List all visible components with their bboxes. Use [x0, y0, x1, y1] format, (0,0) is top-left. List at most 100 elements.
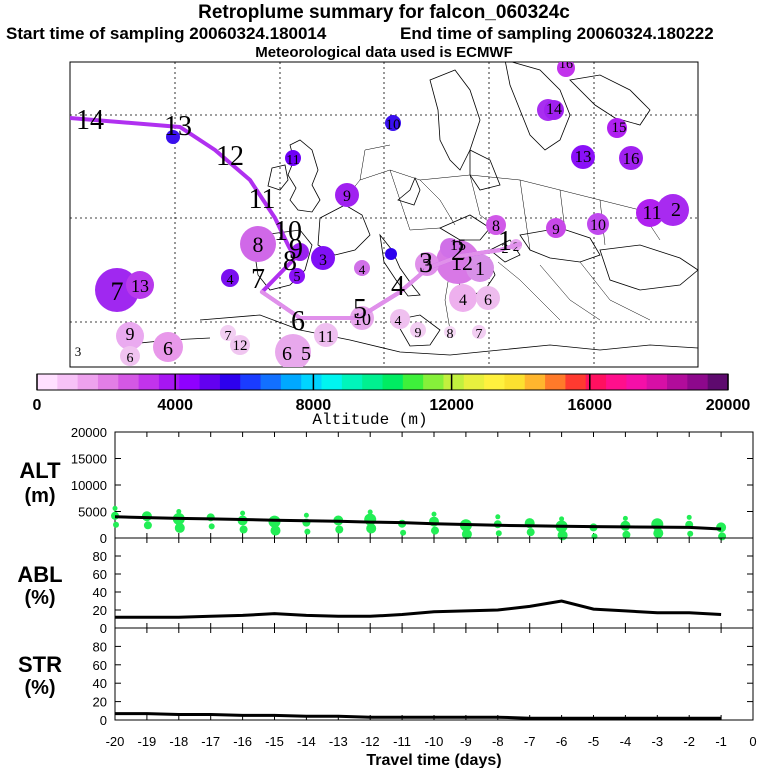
cluster-age-label: 15 — [450, 237, 466, 254]
colorbar-segment — [57, 374, 79, 390]
cluster-age-label: 5 — [294, 270, 301, 285]
plume-cluster-circle — [240, 226, 276, 262]
plume-cluster-circle — [546, 218, 566, 238]
colorbar-segment — [138, 374, 160, 390]
altitude-cluster-point — [239, 525, 248, 534]
x-tick-label: -10 — [425, 734, 444, 749]
colorbar-tick-label: 0 — [33, 397, 42, 414]
cluster-age-label: 14 — [546, 101, 562, 118]
altitude-cluster-point — [718, 532, 727, 541]
altitude-cluster-point — [400, 529, 407, 536]
y-tick-label: 40 — [93, 585, 107, 600]
plume-cluster-circle — [120, 346, 140, 366]
cluster-age-label: 15 — [612, 120, 627, 136]
cluster-age-label: 3 — [319, 252, 327, 269]
start-time-label: Start time of sampling 20060324.180014 — [6, 24, 327, 43]
trajectory-day-label: 9 — [289, 234, 303, 265]
summary-charts: 05000100001500020000ALT(m)020406080ABL(%… — [17, 425, 756, 768]
colorbar-segment — [301, 374, 323, 390]
colorbar-segment — [484, 374, 506, 390]
plume-cluster-circle — [619, 146, 643, 170]
colorbar-segment — [545, 374, 567, 390]
colorbar-tick-label: 20000 — [706, 397, 751, 414]
plume-cluster-circle — [289, 268, 305, 284]
plume-cluster-circle — [587, 213, 609, 235]
altitude-cluster-point — [335, 525, 344, 534]
altitude-cluster-point — [270, 525, 281, 536]
plume-cluster-circle — [354, 260, 370, 276]
altitude-cluster-point — [208, 523, 215, 530]
colorbar-segment — [524, 374, 546, 390]
cluster-age-label: 3 — [75, 344, 82, 359]
colorbar-segment — [667, 374, 688, 390]
y-tick-label: 60 — [93, 567, 107, 582]
panel-label-unit: (%) — [24, 677, 55, 699]
colorbar-tick-label: 12000 — [429, 397, 474, 414]
colorbar-segment — [423, 374, 445, 390]
plume-cluster-circle — [657, 194, 689, 226]
plume-cluster-circle — [440, 238, 460, 258]
colorbar-segment — [362, 374, 384, 390]
cluster-age-label: 8 — [447, 327, 454, 342]
plume-cluster-circle — [571, 145, 595, 169]
x-tick-label: -3 — [652, 734, 664, 749]
altitude-cluster-point — [431, 526, 439, 535]
cluster-age-label: 6 — [163, 338, 173, 360]
trajectory-day-label: 12 — [216, 141, 244, 172]
colorbar-segment — [565, 374, 587, 390]
plume-cluster-circle — [410, 322, 426, 338]
colorbar-segment — [646, 374, 668, 390]
trajectory-day-label: 14 — [76, 105, 104, 136]
cluster-age-label: 7 — [476, 327, 483, 342]
cluster-age-label: 6 — [127, 351, 134, 366]
met-data-label: Meteorological data used is ECMWF — [255, 44, 513, 61]
plume-cluster-circle — [230, 335, 250, 355]
x-tick-label: -13 — [329, 734, 348, 749]
cluster-age-label: 10 — [386, 117, 401, 133]
plume-cluster-circle — [385, 115, 401, 131]
y-tick-label: 10000 — [71, 478, 107, 493]
x-tick-label: -19 — [138, 734, 157, 749]
cluster-age-label: 1 — [475, 258, 485, 280]
x-axis-label: Travel time (days) — [366, 752, 501, 768]
trajectory-day-label: 2 — [451, 236, 465, 267]
colorbar-segment — [321, 374, 343, 390]
colorbar-segment — [341, 374, 363, 390]
colorbar-segment — [463, 374, 485, 390]
cluster-age-label: 7 — [225, 329, 232, 344]
cluster-age-label: 11 — [318, 327, 334, 346]
altitude-cluster-point — [495, 514, 501, 520]
cluster-age-label: 9 — [552, 222, 560, 238]
chart-frame — [114, 537, 754, 629]
chart-panel-alt: 0 5000 10000 15000 20000 ALT(m) — [19, 425, 754, 546]
x-tick-label: -12 — [361, 734, 380, 749]
plume-cluster-circle — [449, 284, 477, 312]
colorbar-segment — [443, 374, 465, 390]
cluster-age-label: 4 — [395, 314, 402, 329]
x-tick-label: -6 — [556, 734, 568, 749]
series-line-alt — [114, 515, 722, 531]
cluster-age-label: 11 — [642, 202, 661, 224]
page-title: Retroplume summary for falcon_060324c — [198, 2, 570, 23]
map-gridlines — [70, 62, 698, 367]
altitude-cluster-point — [366, 523, 377, 534]
altitude-cluster-point — [176, 509, 182, 514]
colorbar-segment — [37, 374, 58, 390]
plume-cluster-circle — [126, 271, 154, 299]
altitude-cluster-point — [557, 530, 568, 541]
x-tick-label: -17 — [201, 734, 220, 749]
colorbar-segment — [606, 374, 627, 390]
cluster-age-label: 16 — [623, 149, 640, 168]
colorbar-segment — [504, 374, 526, 390]
cluster-age-label: 4 — [359, 262, 366, 277]
panel-label-unit: (m) — [24, 485, 55, 507]
x-tick-label: -18 — [169, 734, 188, 749]
plume-cluster-circle — [153, 332, 183, 362]
x-tick-label: -9 — [460, 734, 472, 749]
cluster-age-label: 12 — [233, 338, 248, 354]
cluster-age-label: 3 — [422, 255, 432, 277]
y-tick-label: 80 — [93, 639, 107, 654]
cluster-age-label: 8 — [253, 232, 264, 257]
altitude-cluster-point — [526, 528, 535, 537]
cluster-age-label: 9 — [126, 324, 135, 344]
